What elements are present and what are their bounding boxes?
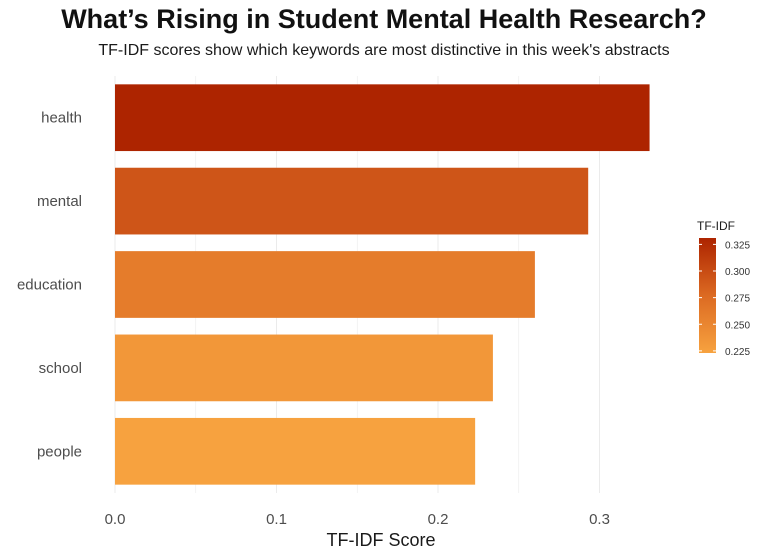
legend-tick-label: 0.325 [725,240,750,251]
legend-tick-label: 0.250 [725,320,750,331]
bar-mental [115,167,589,235]
bar-school [115,334,493,402]
y-tick-label-education: education [17,277,82,294]
legend-tick-label: 0.225 [725,347,750,358]
legend-colorbar [699,238,716,353]
legend: TF-IDF 0.225 0.250 0.275 0.300 0.325 [697,219,750,358]
chart-subtitle: TF-IDF scores show which keywords are mo… [98,42,670,59]
legend-tick-label: 0.275 [725,294,750,305]
y-tick-label-people: people [37,443,82,460]
x-tick-labels: 0.0 0.1 0.2 0.3 [105,511,610,528]
bar-people [115,417,476,485]
x-axis-label: TF-IDF Score [326,530,435,550]
x-tick-label: 0.2 [428,511,449,528]
y-tick-label-health: health [41,110,82,127]
bar-health [115,84,650,152]
y-tick-labels: health mental education school people [17,110,82,461]
bar-education [115,251,535,318]
x-tick-label: 0.1 [266,511,287,528]
legend-tick-label: 0.300 [725,267,750,278]
y-tick-label-school: school [39,360,82,377]
x-tick-label: 0.3 [589,511,610,528]
y-tick-label-mental: mental [37,193,82,210]
bars [115,84,650,485]
legend-title: TF-IDF [697,219,735,233]
legend-ticks: 0.225 0.250 0.275 0.300 0.325 [699,240,750,358]
chart-title: What’s Rising in Student Mental Health R… [61,4,707,34]
x-tick-label: 0.0 [105,511,126,528]
